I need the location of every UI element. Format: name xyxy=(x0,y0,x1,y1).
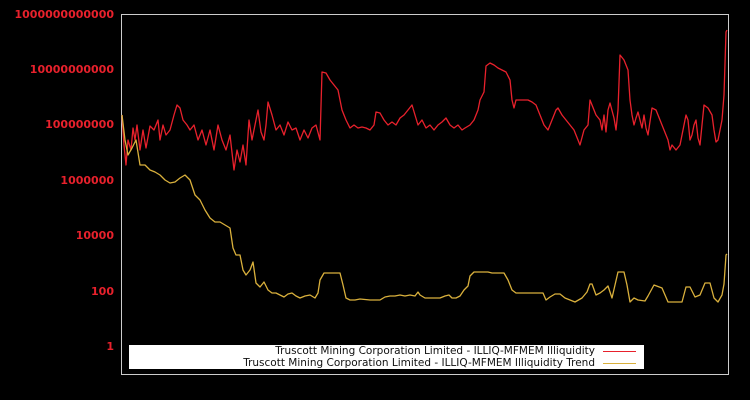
legend: Truscott Mining Corporation Limited - IL… xyxy=(129,345,644,369)
illiquidity-line xyxy=(121,29,728,171)
y-tick-label: 1000000000000 xyxy=(14,8,115,21)
legend-item-illiquidity-trend: Truscott Mining Corporation Limited - IL… xyxy=(243,357,644,369)
y-tick-label: 1000000 xyxy=(60,174,114,187)
legend-label: Truscott Mining Corporation Limited - IL… xyxy=(243,357,595,369)
y-tick-label: 100000000 xyxy=(45,118,114,131)
y-tick-label: 10000000000 xyxy=(29,63,114,76)
illiquidity-trend-line xyxy=(121,114,728,303)
y-tick-label: 10000 xyxy=(75,229,114,242)
legend-swatch-yellow xyxy=(603,362,636,364)
legend-item-illiquidity: Truscott Mining Corporation Limited - IL… xyxy=(275,345,644,357)
y-tick-label: 1 xyxy=(106,340,114,353)
legend-label: Truscott Mining Corporation Limited - IL… xyxy=(275,345,595,357)
plot-frame xyxy=(121,14,729,375)
y-tick-label: 100 xyxy=(91,285,114,298)
legend-swatch-red xyxy=(603,350,636,352)
